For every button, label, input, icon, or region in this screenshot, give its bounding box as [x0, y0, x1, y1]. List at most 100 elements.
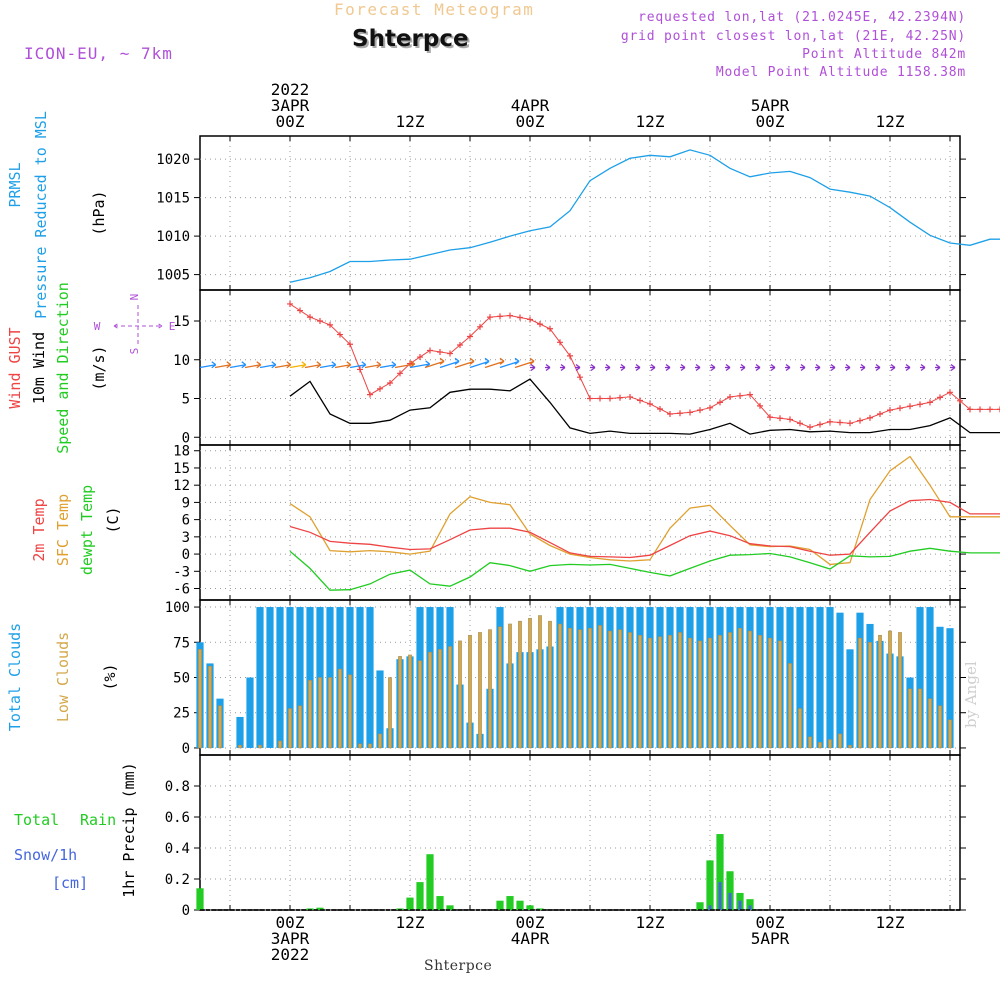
gust-marker [847, 420, 853, 427]
wind-direction-arrowhead [785, 363, 791, 372]
low-cloud-bar [538, 615, 542, 749]
snow-label: Snow/1h [14, 846, 77, 864]
low-cloud-bar [868, 642, 872, 749]
low-cloud-bar [778, 640, 782, 749]
low-cloud-bar [768, 637, 772, 749]
time-label-top: 2022 [271, 80, 310, 99]
ytick-label-pressure: 1010 [156, 229, 190, 245]
gust-marker [857, 417, 863, 424]
gust-marker [707, 404, 713, 411]
low-cloud-bar [558, 623, 562, 749]
wind-unit-ylabel: (m/s) [90, 345, 108, 390]
low-cloud-bar [398, 656, 402, 749]
total-clouds-ylabel: Total Clouds [6, 623, 24, 731]
total-cloud-bar [806, 607, 814, 748]
low-cloud-bar [328, 677, 332, 749]
rain-bar [426, 854, 434, 910]
low-cloud-bar [828, 739, 832, 749]
wind-direction-arrowhead [590, 363, 596, 372]
gust-marker [527, 316, 533, 323]
time-label-bottom: 12Z [636, 913, 665, 932]
pressure-ylabel-long: Pressure Reduced to MSL [32, 111, 50, 319]
wind-direction-arrowhead [635, 363, 641, 372]
total-cloud-bar [236, 716, 244, 748]
time-label-bottom: 5APR [751, 929, 790, 948]
gust-marker [887, 407, 893, 414]
wind-direction-arrow [424, 360, 445, 369]
total-cloud-bar [826, 607, 834, 748]
compass-n: N [128, 294, 141, 301]
gust-marker [457, 342, 463, 349]
rain-bar [396, 908, 404, 910]
low-cloud-bar [708, 637, 712, 749]
gust-marker [927, 399, 933, 406]
gust-marker [347, 341, 353, 348]
wind-direction-arrowhead [815, 363, 821, 372]
total-cloud-bar [796, 607, 804, 748]
gust-marker [617, 394, 623, 401]
low-cloud-bar [628, 632, 632, 749]
wind-direction-arrowhead [755, 363, 761, 372]
time-label-bottom: 4APR [511, 929, 550, 948]
gust-marker [537, 321, 543, 328]
time-label-bottom: 12Z [876, 913, 905, 932]
gust-marker [297, 307, 303, 314]
low-cloud-bar [348, 674, 352, 749]
gust-marker [977, 406, 983, 413]
wind-direction-arrow [409, 363, 430, 369]
ytick-label-pressure: 1005 [156, 268, 190, 284]
wind-direction-arrowhead [241, 361, 247, 369]
gust-marker [777, 415, 783, 422]
ytick-label-precip: 0.8 [165, 779, 190, 795]
low-cloud-bar [648, 637, 652, 749]
wind-direction-arrow [244, 364, 261, 369]
station-title: Shterpce [352, 26, 469, 52]
ytick-label-temperature: 0 [182, 547, 190, 563]
wind-direction-arrowhead [770, 363, 776, 372]
time-label-top: 4APR [511, 96, 550, 115]
panel-frame-precip [199, 754, 961, 911]
low-cloud-bar [528, 618, 532, 749]
wind-direction-arrowhead [439, 357, 445, 365]
low-cloud-bar [918, 688, 922, 749]
ytick-label-precip: 0.2 [165, 872, 190, 888]
gust-marker [577, 374, 583, 381]
low-cloud-bar [838, 733, 842, 749]
ytick-label-temperature: 3 [182, 530, 190, 546]
gust-marker [317, 318, 323, 324]
time-label-top: 3APR [271, 96, 310, 115]
total-cloud-bar [946, 628, 954, 748]
low-cloud-bar [288, 708, 292, 749]
ytick-label-clouds: 0 [182, 741, 190, 757]
clouds-unit-ylabel: (%) [101, 663, 119, 690]
gust-marker [667, 411, 673, 417]
low-cloud-bar [888, 630, 892, 749]
ytick-label-clouds: 100 [165, 600, 190, 616]
rain-bar [306, 908, 314, 910]
low-cloud-bar [808, 736, 812, 749]
wind-direction-arrowhead [529, 357, 535, 365]
gust-marker [677, 410, 683, 417]
gust-marker [937, 394, 943, 401]
snow-bar [748, 905, 752, 910]
low-cloud-bar [218, 705, 222, 749]
low-cloud-bar [208, 665, 212, 749]
low-cloud-bar [948, 719, 952, 749]
ytick-label-clouds: 75 [173, 635, 190, 651]
low-cloud-bar [788, 663, 792, 749]
wind-direction-arrow [364, 364, 381, 369]
footer-station: Shterpce [424, 958, 493, 974]
gust-marker [447, 350, 453, 357]
gust-marker [637, 397, 643, 404]
gust-marker [607, 395, 613, 402]
compass-e: E [169, 320, 176, 333]
time-label-top: 00Z [516, 112, 545, 131]
ytick-label-temperature: 9 [182, 495, 190, 511]
ytick-label-pressure: 1020 [156, 152, 190, 168]
total-cloud-bar [306, 607, 314, 748]
gust-marker [897, 405, 903, 412]
rain-bar [496, 900, 504, 910]
rain-bar [696, 902, 704, 910]
rain-bar [506, 896, 514, 910]
time-label-bottom: 00Z [276, 913, 305, 932]
